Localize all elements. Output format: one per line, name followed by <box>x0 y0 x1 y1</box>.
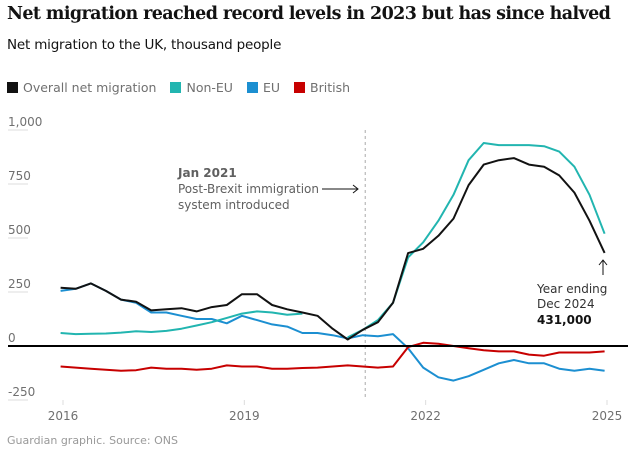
legend-label-overall: Overall net migration <box>23 80 157 95</box>
brexit-annotation-line-2: system introduced <box>178 198 290 212</box>
series-overall-net-migration-line <box>60 157 606 341</box>
series-non-eu <box>60 142 606 339</box>
latest-annotation-line-2: Dec 2024 <box>537 297 595 311</box>
x-tick-label: 2022 <box>410 409 441 423</box>
legend-item-non-eu: Non-EU <box>170 80 233 95</box>
series-british-line <box>60 341 605 372</box>
x-tick-label: 2016 <box>48 409 79 423</box>
x-tick-label: 2019 <box>229 409 260 423</box>
legend-label-eu: EU <box>262 80 281 95</box>
y-tick-label: 250 <box>8 277 31 291</box>
y-tick-label: 1,000 <box>8 115 42 129</box>
legend-item-overall: Overall net migration <box>7 80 156 95</box>
legend-label-british: British <box>310 80 351 95</box>
latest-annotation-line-1: Year ending <box>536 282 607 296</box>
brexit-annotation: Jan 2021 Post-Brexit immigration system … <box>177 166 359 212</box>
legend-swatch-overall <box>7 82 18 93</box>
y-tick-label: -250 <box>8 385 35 399</box>
legend-swatch-eu <box>246 82 258 93</box>
series-non-eu-line <box>60 310 303 336</box>
chart-subtitle: Net migration to the UK, thousand people <box>7 37 282 53</box>
y-tick-label: 500 <box>8 223 31 237</box>
legend-swatch-non-eu <box>170 82 182 93</box>
series-overall-net-migration <box>60 157 606 341</box>
chart-title: Net migration reached record levels in 2… <box>7 4 611 24</box>
y-axis: 1,000 750 500 250 0 -250 <box>8 115 42 401</box>
legend-item-british: British <box>294 80 350 95</box>
legend-item-eu: EU <box>246 80 281 95</box>
brexit-annotation-heading: Jan 2021 <box>177 166 237 180</box>
x-tick-label: 2025 <box>592 409 623 423</box>
latest-annotation-value: 431,000 <box>537 313 592 327</box>
legend: Overall net migration Non-EU EU British <box>7 80 364 95</box>
latest-annotation: Year ending Dec 2024 431,000 <box>536 259 608 327</box>
latest-arrow-head <box>598 259 608 266</box>
series-layer <box>60 142 606 382</box>
legend-label-non-eu: Non-EU <box>186 80 233 95</box>
x-axis: 2016 2019 2022 2025 <box>48 400 623 423</box>
brexit-arrow-head <box>352 184 359 194</box>
legend-swatch-british <box>294 82 306 93</box>
y-tick-label: 750 <box>8 169 31 183</box>
y-tick-label: 0 <box>8 331 16 345</box>
series-eu-line <box>60 282 605 382</box>
source-note: Guardian graphic. Source: ONS <box>7 434 178 447</box>
brexit-annotation-line-1: Post-Brexit immigration <box>178 182 319 196</box>
series-eu <box>60 282 605 382</box>
series-british <box>60 341 605 372</box>
